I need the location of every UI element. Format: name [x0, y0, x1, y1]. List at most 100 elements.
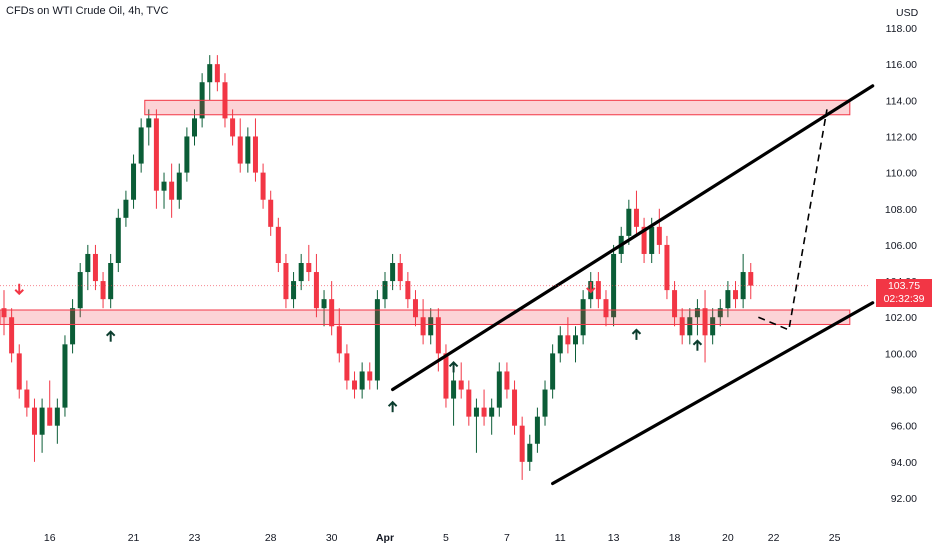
candle	[298, 253, 304, 291]
candle	[748, 263, 754, 300]
price-tick-label: 96.00	[891, 421, 917, 433]
channel-upper-line[interactable]	[391, 84, 875, 392]
candle-body	[108, 263, 114, 300]
candle-body	[268, 199, 274, 227]
candle	[672, 281, 678, 327]
candle-body	[16, 353, 22, 390]
candle	[710, 308, 716, 345]
candle	[519, 416, 525, 480]
candle	[573, 326, 578, 363]
candle-body	[54, 407, 60, 426]
candle-body	[329, 299, 335, 327]
time-tick-label: 5	[443, 532, 449, 544]
candle	[283, 253, 289, 309]
candle	[1, 290, 7, 336]
candle-body	[405, 281, 411, 300]
candle-body	[62, 344, 68, 408]
candle	[31, 398, 37, 462]
candle	[451, 371, 457, 426]
candle	[123, 190, 129, 227]
arrow-up-icon[interactable]	[448, 361, 459, 373]
candle	[694, 299, 700, 336]
candle-body	[374, 299, 380, 381]
channel-lower-line[interactable]	[551, 301, 875, 486]
arrow-up-icon[interactable]	[387, 400, 398, 413]
candle-body	[512, 389, 518, 426]
candle	[16, 344, 22, 399]
candle-body	[420, 317, 426, 336]
time-tick-label: 28	[265, 532, 277, 544]
candle-body	[260, 172, 266, 200]
candle-body	[146, 118, 152, 128]
candle	[740, 253, 746, 309]
price-tick-label: 112.00	[886, 131, 917, 143]
candle-body	[679, 317, 685, 336]
candle	[131, 154, 137, 209]
candle	[390, 253, 396, 291]
price-tick-label: 114.00	[886, 95, 917, 107]
candle	[70, 299, 76, 354]
candle-body	[473, 407, 479, 417]
candle	[641, 217, 647, 263]
candle-body	[557, 335, 563, 354]
candle-body	[435, 317, 441, 354]
candle	[344, 344, 350, 390]
candle	[603, 290, 609, 327]
candle-body	[702, 308, 708, 336]
time-tick-label: 20	[722, 532, 734, 544]
resistance-zone[interactable]	[144, 99, 851, 116]
candle-body	[740, 272, 746, 300]
candle-body	[504, 371, 510, 390]
candle	[504, 362, 510, 399]
candle-body	[412, 299, 418, 318]
candle-body	[313, 272, 319, 309]
arrow-up-icon[interactable]	[105, 330, 116, 342]
candle	[527, 434, 533, 471]
candle-body	[382, 281, 388, 300]
candle-body	[649, 226, 655, 254]
candle	[85, 244, 91, 291]
candle	[184, 127, 190, 182]
support-zone[interactable]	[0, 309, 851, 325]
time-tick-label: 18	[669, 532, 681, 544]
candle	[115, 208, 121, 273]
candle	[108, 253, 114, 309]
candle	[100, 272, 106, 309]
candle-body	[496, 371, 502, 408]
projection-path[interactable]	[758, 109, 828, 332]
candle-body	[47, 407, 53, 426]
candle	[230, 109, 236, 146]
candle	[725, 281, 731, 318]
candle	[481, 389, 487, 426]
arrow-down-icon[interactable]	[586, 281, 596, 294]
arrow-down-icon[interactable]	[14, 283, 24, 296]
candle-body	[489, 407, 495, 417]
candle-body	[169, 181, 175, 200]
candle-body	[580, 299, 586, 336]
last-price-value: 103.75	[887, 280, 921, 292]
candle-body	[306, 263, 312, 273]
candle-body	[283, 263, 289, 300]
candle-body	[344, 353, 350, 381]
candle-body	[542, 389, 548, 417]
candle	[77, 263, 83, 318]
arrow-up-icon[interactable]	[692, 339, 703, 351]
candle-body	[595, 281, 601, 300]
candle-body	[481, 407, 487, 417]
candle	[192, 109, 197, 146]
time-axis: 16 21 23 28 30 Apr 5 7 11 13 18 20 22 25	[44, 532, 841, 544]
candle	[466, 380, 472, 426]
candle-body	[192, 118, 197, 137]
candle	[595, 272, 601, 309]
candle	[565, 317, 571, 354]
time-tick-label: 30	[326, 532, 338, 544]
candle-body	[519, 425, 525, 462]
candle	[611, 244, 617, 327]
candle-body	[31, 407, 37, 435]
time-tick-label: 7	[504, 532, 510, 544]
last-price-badge: 103.75 02:32:39	[876, 279, 932, 307]
arrow-up-icon[interactable]	[631, 328, 642, 340]
candle	[489, 398, 495, 435]
candle	[207, 55, 213, 101]
